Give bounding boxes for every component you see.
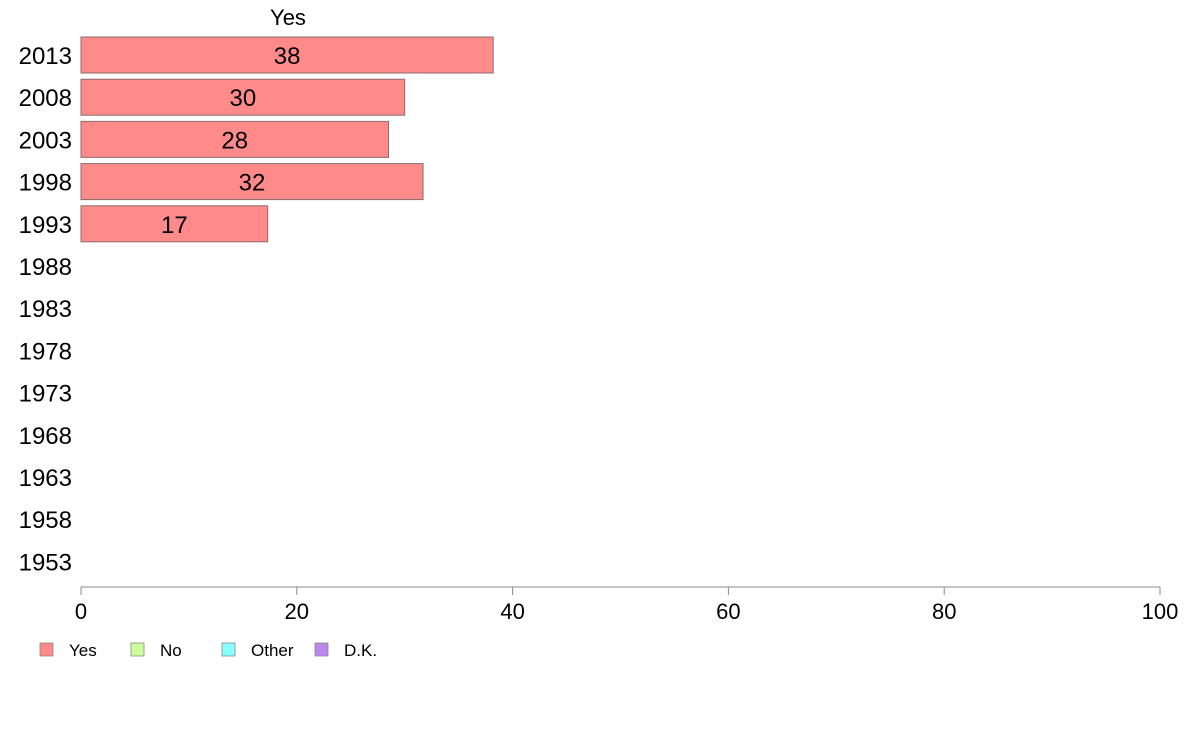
legend-swatch-no (130, 642, 145, 657)
x-tick-label-40: 40 (500, 599, 524, 624)
category-label-1958: 1958 (19, 507, 72, 534)
category-label-1988: 1988 (19, 254, 72, 281)
category-label-1953: 1953 (19, 549, 72, 576)
bar-yes-2003 (80, 120, 390, 158)
x-tick-label-60: 60 (716, 599, 740, 624)
bar-yes-2008 (80, 78, 406, 116)
legend-swatch-d-k- (314, 642, 329, 657)
series-header-yes: Yes (270, 5, 306, 30)
bar-yes-2013 (80, 36, 494, 74)
bar-yes-1998 (80, 163, 424, 201)
category-label-1973: 1973 (19, 381, 72, 408)
legend-label-d-k-: D.K. (344, 641, 377, 660)
bar-value-label-2003: 28 (221, 127, 248, 154)
bar-value-label-1993: 17 (161, 212, 188, 239)
legend: Yes No Other D.K. (39, 641, 377, 660)
x-tick-label-100: 100 (1142, 599, 1179, 624)
x-tick-label-0: 0 (75, 599, 87, 624)
legend-swatch-yes (39, 642, 54, 657)
bar-value-label-2013: 38 (274, 43, 301, 70)
legend-label-yes: Yes (69, 641, 97, 660)
legend-swatch-other (221, 642, 236, 657)
category-label-1963: 1963 (19, 465, 72, 492)
x-tick-label-80: 80 (932, 599, 956, 624)
category-label-2003: 2003 (19, 127, 72, 154)
bar-value-label-2008: 30 (229, 85, 256, 112)
category-label-1978: 1978 (19, 338, 72, 365)
x-axis: 0 20 40 60 80 100 (75, 586, 1179, 624)
category-label-1998: 1998 (19, 170, 72, 197)
category-labels: 2013 2008 2003 1998 1993 1988 1983 1978 1973 1968… (19, 43, 72, 576)
category-label-2008: 2008 (19, 85, 72, 112)
bar-yes-1993 (80, 205, 269, 243)
category-label-1968: 1968 (19, 423, 72, 450)
x-tick-label-20: 20 (285, 599, 309, 624)
category-label-1993: 1993 (19, 212, 72, 239)
legend-label-no: No (160, 641, 182, 660)
legend-label-other: Other (251, 641, 294, 660)
bar-value-label-1998: 32 (239, 170, 266, 197)
category-label-1983: 1983 (19, 296, 72, 323)
bars: 38 30 28 32 17 (80, 36, 494, 243)
category-label-2013: 2013 (19, 43, 72, 70)
